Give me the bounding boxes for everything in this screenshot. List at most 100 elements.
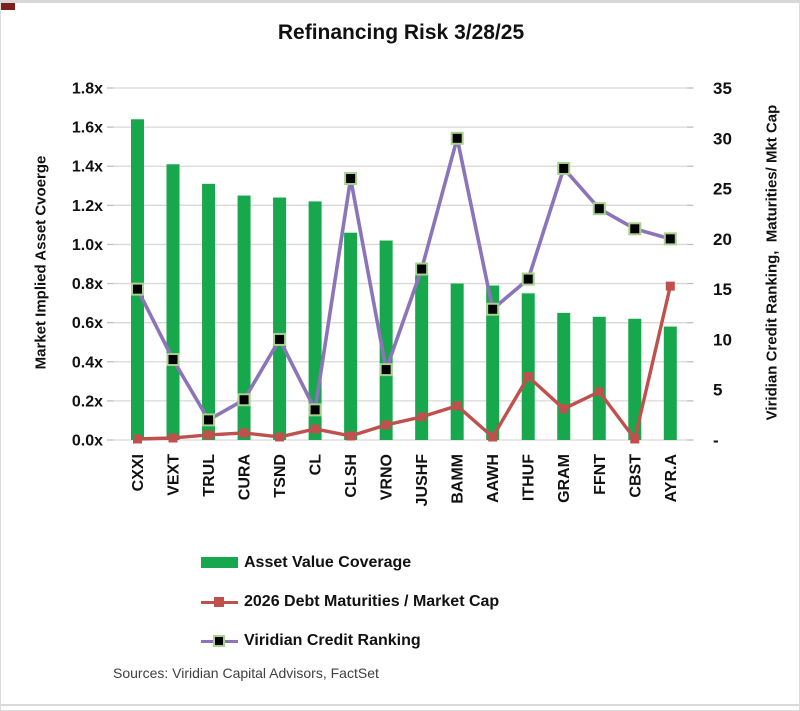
left-axis-tick-label: 0.0x <box>72 433 103 450</box>
legend-item-asset-value-coverage: Asset Value Coverage <box>201 552 499 574</box>
bottom-divider <box>1 704 799 706</box>
x-axis-label-JUSHF: JUSHF <box>414 454 431 507</box>
x-axis-label-AYR.A: AYR.A <box>663 454 680 503</box>
x-axis-label-CURA: CURA <box>237 454 254 501</box>
x-axis-label-CXXI: CXXI <box>130 454 147 491</box>
ranking-marker-CXXI <box>131 282 144 296</box>
ranking-marker-AYR.A <box>663 232 677 246</box>
right-axis-tick-label: 15 <box>713 280 732 299</box>
debt-marker-CURA <box>239 428 249 438</box>
debt-marker-VEXT <box>168 433 178 443</box>
x-axis-label-CBST: CBST <box>627 454 644 498</box>
ranking-marker-JUSHF <box>415 262 429 276</box>
bar-AAWH <box>486 285 500 440</box>
legend-label: Viridian Credit Ranking <box>244 632 421 649</box>
bar-JUSHF <box>415 273 429 440</box>
bar-BAMM <box>450 283 464 440</box>
ranking-marker-VEXT <box>166 353 180 367</box>
red-square-marker-icon <box>214 597 224 607</box>
debt-maturities-line <box>137 285 672 441</box>
debt-marker-ITHUF <box>523 372 533 382</box>
bar-CBST <box>628 318 642 440</box>
bar-TSND <box>273 197 287 440</box>
legend-label: 2026 Debt Maturities / Market Cap <box>244 593 500 610</box>
credit-ranking-line <box>135 136 671 422</box>
debt-marker-AAWH <box>488 432 498 442</box>
bar-FFNT <box>592 316 606 440</box>
left-axis-tick-label: 0.6x <box>72 315 103 332</box>
left-axis-tick-label: 0.4x <box>72 354 103 371</box>
bar-VEXT <box>166 164 180 440</box>
right-axis-tick-label: 5 <box>713 381 722 400</box>
x-axis-label-BAMM: BAMM <box>450 454 467 504</box>
legend-swatch-area <box>201 552 241 574</box>
debt-marker-TSND <box>275 432 285 442</box>
ranking-marker-GRAM <box>557 161 571 175</box>
left-axis-tick-label: 1.2x <box>72 198 103 215</box>
left-axis-tick-label: 1.8x <box>72 81 103 98</box>
legend-swatch-area <box>201 591 241 613</box>
left-axis-tick-label: 1.0x <box>72 237 103 254</box>
right-axis-tick-label: 20 <box>713 230 732 249</box>
debt-marker-BAMM <box>452 401 462 411</box>
x-axis-label-GRAM: GRAM <box>556 454 573 503</box>
x-axis-label-CL: CL <box>308 454 325 476</box>
x-axis-label-TSND: TSND <box>272 454 289 498</box>
black-square-marker-icon <box>213 635 225 647</box>
bar-CXXI <box>131 119 144 441</box>
debt-marker-GRAM <box>559 404 569 414</box>
x-axis-label-AAWH: AAWH <box>485 454 502 503</box>
bar-GRAM <box>557 312 571 440</box>
legend-item-viridian-credit-ranking: Viridian Credit Ranking <box>201 630 499 652</box>
right-axis-tick-label: 25 <box>713 180 732 199</box>
ranking-marker-CLSH <box>344 172 358 186</box>
debt-marker-CBST <box>630 434 640 444</box>
ranking-marker-CBST <box>628 222 642 236</box>
ranking-marker-TRUL <box>202 413 216 427</box>
debt-marker-JUSHF <box>417 412 427 422</box>
left-axis-tick-label: 1.6x <box>72 120 103 137</box>
debt-marker-CLSH <box>346 431 356 441</box>
right-axis-tick-label: 35 <box>713 79 732 98</box>
debt-marker-FFNT <box>594 387 604 397</box>
bar-VRNO <box>379 240 393 440</box>
legend-swatch-area <box>201 630 241 652</box>
x-axis-label-FFNT: FFNT <box>592 454 609 495</box>
ranking-marker-AAWH <box>486 302 500 316</box>
chart-plot-area: 1.8x 1.6x 1.4x 1.2x 1.0x 0.8x 0.6x 0.4x 0.2x 0.0x… <box>72 79 732 507</box>
right-axis-tick-label: 30 <box>713 129 732 148</box>
ranking-marker-BAMM <box>450 131 464 145</box>
bar-CLSH <box>344 232 358 440</box>
bar-AYR.A <box>663 326 677 440</box>
source-note: Sources: Viridian Capital Advisors, Fact… <box>113 665 379 681</box>
ranking-marker-VRNO <box>379 363 393 377</box>
bar-CURA <box>237 195 251 440</box>
chart-title: Refinancing Risk 3/28/25 <box>277 21 525 44</box>
chart-legend: Asset Value Coverage 2026 Debt Maturitie… <box>201 552 499 669</box>
legend-item-debt-maturities: 2026 Debt Maturities / Market Cap <box>201 591 499 613</box>
bar-TRUL <box>202 183 216 441</box>
x-axis-label-CLSH: CLSH <box>343 454 360 498</box>
right-axis-tick-label: - <box>713 431 719 450</box>
ranking-marker-ITHUF <box>521 272 535 286</box>
right-axis-tick-label: 10 <box>713 330 732 349</box>
x-axis-label-VRNO: VRNO <box>379 454 396 500</box>
debt-marker-VRNO <box>381 420 391 430</box>
screen-corner-artifact <box>1 3 15 10</box>
legend-label: Asset Value Coverage <box>244 554 412 571</box>
debt-marker-CXXI <box>133 434 142 444</box>
ranking-marker-FFNT <box>592 202 606 216</box>
left-axis-tick-label: 0.2x <box>72 393 103 410</box>
left-axis-tick-label: 1.4x <box>72 159 103 176</box>
x-axis-label-ITHUF: ITHUF <box>521 454 538 501</box>
debt-marker-CL <box>310 424 320 434</box>
ranking-marker-CL <box>308 403 322 417</box>
x-axis-label-VEXT: VEXT <box>166 454 183 496</box>
left-axis-tick-label: 0.8x <box>72 276 103 293</box>
debt-marker-AYR.A <box>665 281 675 291</box>
green-bar-swatch-icon <box>201 557 238 568</box>
x-axis-label-TRUL: TRUL <box>201 454 218 497</box>
debt-marker-TRUL <box>204 430 214 440</box>
ranking-marker-TSND <box>273 332 287 346</box>
